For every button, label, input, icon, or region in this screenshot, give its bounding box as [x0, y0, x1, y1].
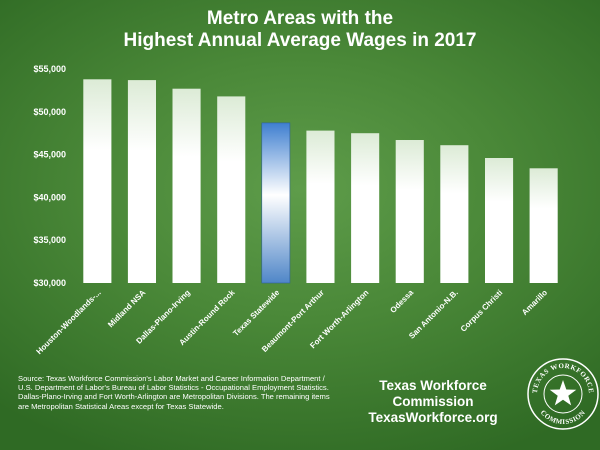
bar-series: [83, 79, 558, 284]
x-tick-label: Houston-Woodlands-...: [35, 288, 103, 356]
y-tick-label: $30,000: [33, 278, 66, 288]
bar: [306, 130, 335, 283]
bar-highlight: [261, 122, 291, 284]
chart-title-line-1: Metro Areas with the: [206, 8, 394, 29]
bar: [395, 140, 424, 283]
x-tick-label: San Antonio-N.B.: [407, 288, 460, 341]
y-tick-label: $50,000: [33, 107, 66, 117]
y-tick-label: $40,000: [33, 192, 66, 202]
bar: [217, 96, 246, 284]
x-tick-label: Texas Statewide: [231, 288, 281, 338]
bar: [172, 88, 201, 283]
org-name: Texas Workforce Commission: [379, 378, 487, 409]
bar: [440, 145, 469, 283]
bar: [127, 80, 156, 283]
x-tick-label: Corpus Christi: [459, 288, 505, 334]
y-tick-label: $35,000: [33, 235, 66, 245]
bar: [485, 158, 514, 283]
bar: [351, 133, 380, 283]
y-tick-label: $45,000: [33, 150, 66, 160]
x-tick-label: Amarillo: [520, 288, 549, 317]
y-tick-label: $55,000: [33, 64, 66, 74]
svg-text:COMMISSION: COMMISSION: [539, 409, 587, 427]
x-tick-label: Midland NSA: [106, 288, 147, 329]
y-axis: $30,000 $35,000 $40,000 $45,000 $50,000 $55,0…: [33, 64, 66, 288]
source-note: Source: Texas Workforce Commission's Lab…: [18, 374, 330, 411]
org-block: Texas Workforce Commission TexasWorkforc…: [338, 378, 528, 426]
bar: [83, 79, 112, 283]
bar: [529, 168, 558, 283]
x-axis: Houston-Woodlands-... Midland NSADallas-P…: [35, 288, 550, 357]
chart-title-line-2: Highest Annual Average Wages in 2017: [123, 30, 477, 51]
org-url[interactable]: TexasWorkforce.org: [368, 410, 498, 425]
chart-title: Metro Areas with the Highest Annual Aver…: [0, 8, 600, 52]
texas-star-seal-icon: TEXAS WORKFORCE COMMISSION: [527, 358, 599, 430]
x-tick-label: Odessa: [388, 288, 415, 315]
